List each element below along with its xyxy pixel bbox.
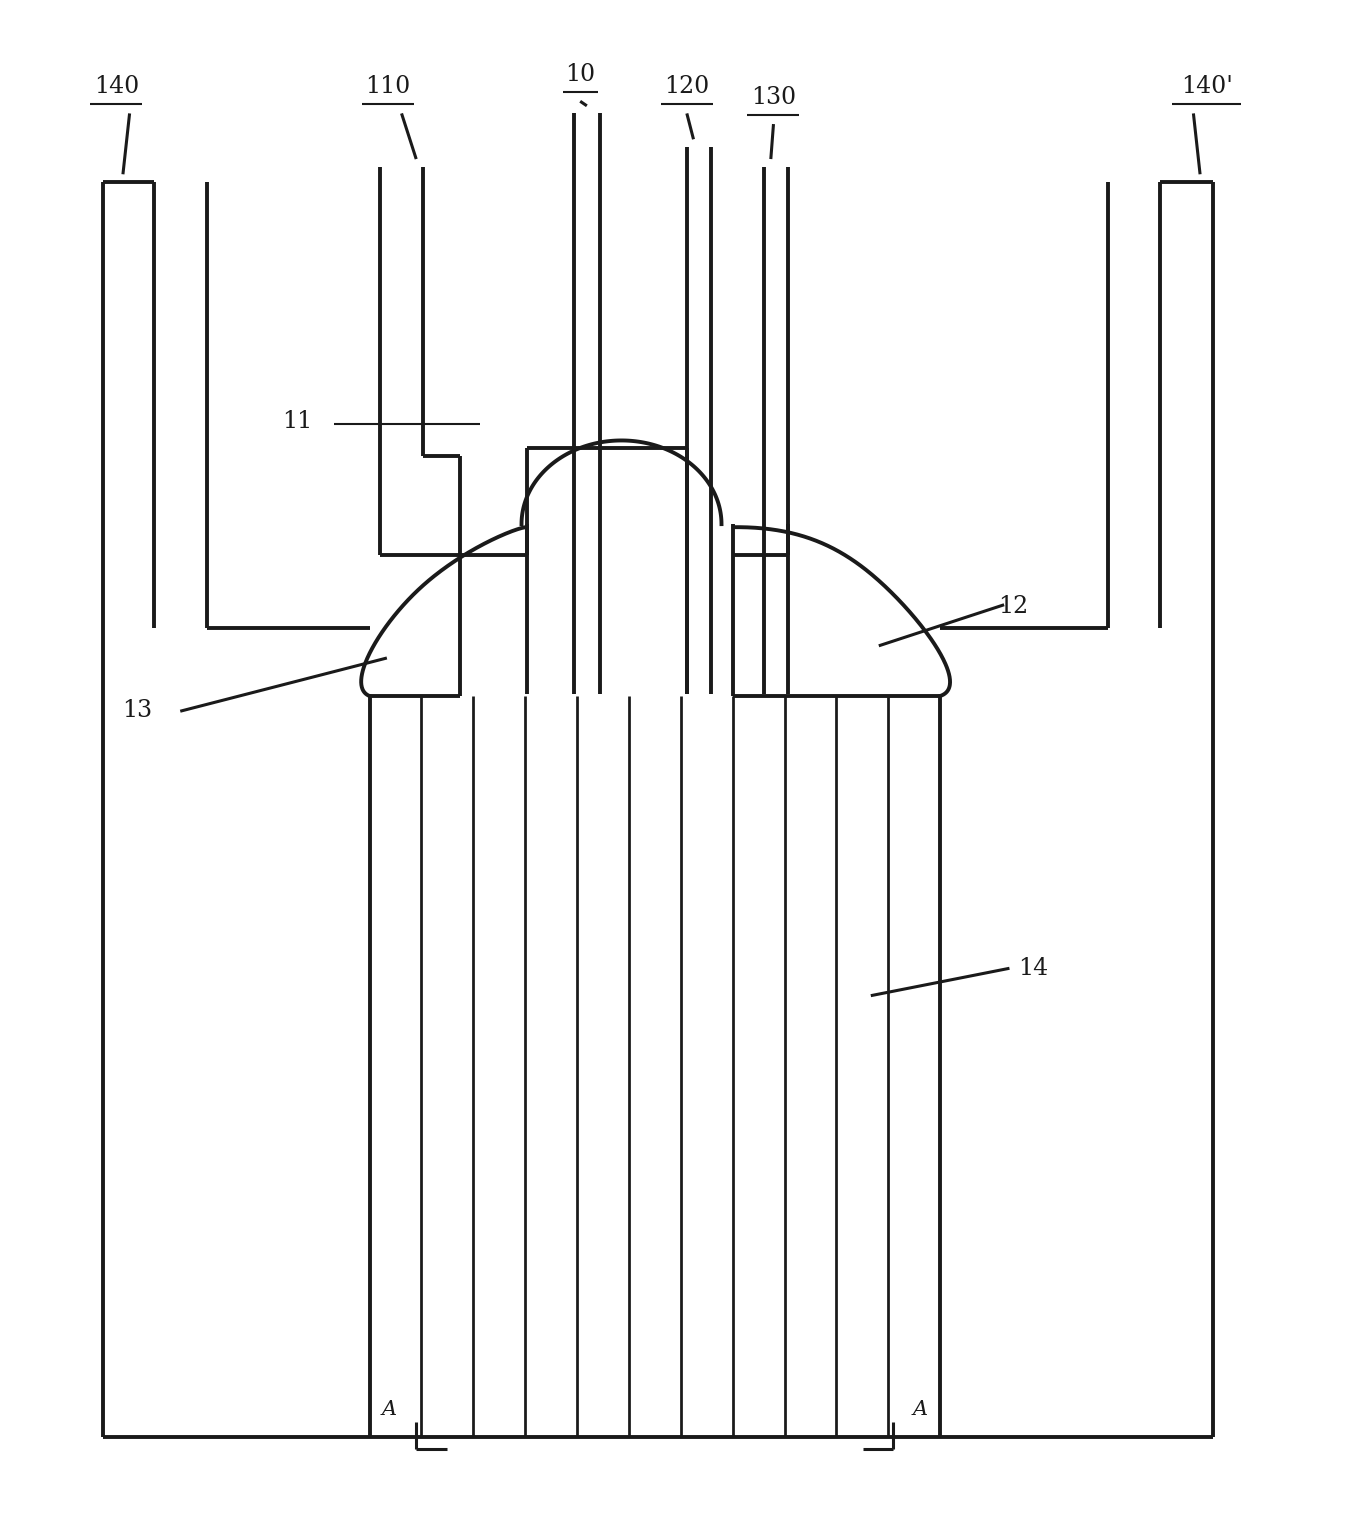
Text: 13: 13: [123, 698, 152, 721]
Text: 110: 110: [365, 75, 411, 98]
Text: 130: 130: [750, 86, 796, 109]
Text: A: A: [383, 1400, 397, 1418]
Text: 11: 11: [283, 410, 313, 433]
Text: 140': 140': [1181, 75, 1233, 98]
Text: 10: 10: [566, 63, 595, 86]
Text: A: A: [912, 1400, 928, 1418]
Text: 140: 140: [94, 75, 139, 98]
Text: 12: 12: [998, 596, 1029, 619]
Text: 14: 14: [1018, 958, 1048, 981]
Text: 120: 120: [664, 75, 710, 98]
